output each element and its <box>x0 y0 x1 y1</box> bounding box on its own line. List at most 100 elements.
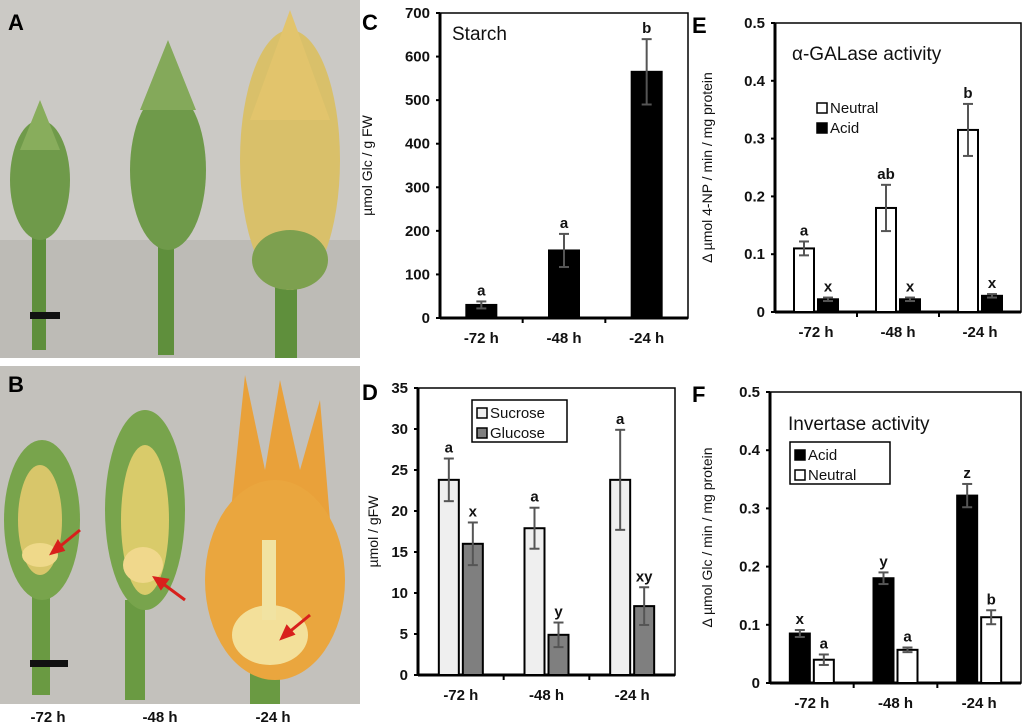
error-bar <box>639 586 650 626</box>
y-axis-label: µmol / gFW <box>365 495 381 568</box>
scale-bar <box>30 312 60 319</box>
significance-letter: x <box>988 275 997 292</box>
legend-swatch <box>476 427 488 439</box>
bar <box>523 527 546 676</box>
x-tick-label: -48 h <box>878 695 913 712</box>
significance-letter: x <box>796 611 805 628</box>
y-tick-label: 200 <box>405 223 430 240</box>
x-tick-label: -48 h <box>880 324 915 341</box>
significance-letter: x <box>469 503 478 520</box>
photo-time-label: -24 h <box>255 709 290 723</box>
y-tick-label: 5 <box>400 626 408 643</box>
significance-letter: a <box>477 282 486 299</box>
y-axis-label: Δ µmol Glc / min / mg protein <box>699 447 715 627</box>
significance-letter: ab <box>877 166 895 183</box>
panel-label-d: D <box>362 380 378 405</box>
arrow-icon <box>152 575 186 602</box>
legend-label: Acid <box>808 447 837 464</box>
legend-swatch <box>476 407 488 419</box>
bud-24h <box>240 10 340 358</box>
error-bar <box>905 296 915 303</box>
error-bar <box>443 457 454 503</box>
significance-letter: xy <box>636 568 653 585</box>
error-bar <box>799 240 809 257</box>
legend-label: Glucose <box>490 425 545 442</box>
error-bar <box>615 428 626 531</box>
y-tick-label: 0 <box>400 667 408 684</box>
x-tick-label: -24 h <box>962 324 997 341</box>
significance-letter: y <box>879 553 888 570</box>
y-tick-label: 0.1 <box>744 246 765 263</box>
error-bar <box>823 296 833 303</box>
bar <box>980 616 1003 685</box>
x-tick-label: -24 h <box>962 695 997 712</box>
legend-swatch <box>816 122 828 134</box>
bar <box>630 70 663 319</box>
significance-letter: b <box>642 20 651 37</box>
photo-time-label: -72 h <box>30 709 65 723</box>
panel-label-f: F <box>692 382 705 407</box>
bud-72h <box>10 100 70 350</box>
scale-bar <box>30 660 68 667</box>
chart-d: 0 5 10 15 20 25 30 35 µmol / gFW -72 h a x -48 h a y -2… <box>365 380 676 704</box>
bar <box>872 577 895 684</box>
arrow-icon <box>48 528 81 556</box>
y-axis-label: Δ µmol 4-NP / min / mg protein <box>699 72 715 263</box>
error-bar <box>559 232 569 269</box>
significance-letter: a <box>820 635 829 652</box>
x-tick-label: -24 h <box>629 330 664 347</box>
error-bar <box>987 293 997 299</box>
y-tick-label: 0.4 <box>744 73 766 90</box>
y-tick-label: 100 <box>405 266 430 283</box>
significance-letter: z <box>963 465 971 482</box>
bar <box>957 128 979 313</box>
error-bar <box>553 621 564 649</box>
significance-letter: x <box>824 279 833 296</box>
panel-label-b: B <box>8 372 24 397</box>
y-tick-label: 400 <box>405 136 430 153</box>
y-tick-label: 0 <box>752 675 760 692</box>
significance-letter: a <box>560 215 569 232</box>
legend: Acid Neutral <box>789 441 891 485</box>
photo-panel-a: A <box>0 0 360 358</box>
y-tick-label: 35 <box>391 380 408 397</box>
significance-letter: a <box>616 411 625 428</box>
legend: Neutral Acid <box>816 100 878 137</box>
legend-swatch <box>794 469 806 481</box>
legend: Sucrose Glucose <box>471 399 568 443</box>
legend-label: Neutral <box>808 467 856 484</box>
x-tick-label: -48 h <box>546 330 581 347</box>
chart-f: 0 0.1 0.2 0.3 0.4 0.5 Δ µmol Glc / min / mg pr… <box>699 384 1022 712</box>
error-bar <box>529 506 540 550</box>
bar <box>896 648 919 684</box>
y-tick-label: 0.2 <box>744 188 765 205</box>
y-tick-label: 0.1 <box>739 617 760 634</box>
x-tick-label: -72 h <box>798 324 833 341</box>
error-bar <box>467 521 478 567</box>
bud-24h-section <box>205 375 345 704</box>
y-tick-label: 300 <box>405 179 430 196</box>
bar <box>793 247 815 313</box>
error-bar <box>986 609 997 626</box>
panel-label-e: E <box>692 13 707 38</box>
bar <box>437 478 460 676</box>
y-tick-label: 0 <box>757 304 765 321</box>
x-tick-label: -72 h <box>464 330 499 347</box>
bud-72h-section <box>4 440 80 695</box>
y-tick-label: 500 <box>405 92 430 109</box>
x-tick-label: -72 h <box>443 687 478 704</box>
y-tick-label: 0.3 <box>744 131 765 148</box>
significance-letter: a <box>445 440 454 457</box>
error-bar <box>794 629 805 639</box>
error-bar <box>902 646 913 654</box>
significance-letter: a <box>903 628 912 645</box>
bar <box>956 494 979 685</box>
error-bar <box>962 482 973 509</box>
legend-swatch <box>816 102 828 114</box>
chart-e: 0 0.1 0.2 0.3 0.4 0.5 Δ µmol 4-NP / min / mg p… <box>699 15 1022 341</box>
y-tick-label: 0.3 <box>739 500 760 517</box>
legend-label: Neutral <box>830 100 878 117</box>
y-axis-label: µmol Glc / g FW <box>359 114 375 215</box>
legend-label: Sucrose <box>490 405 545 422</box>
